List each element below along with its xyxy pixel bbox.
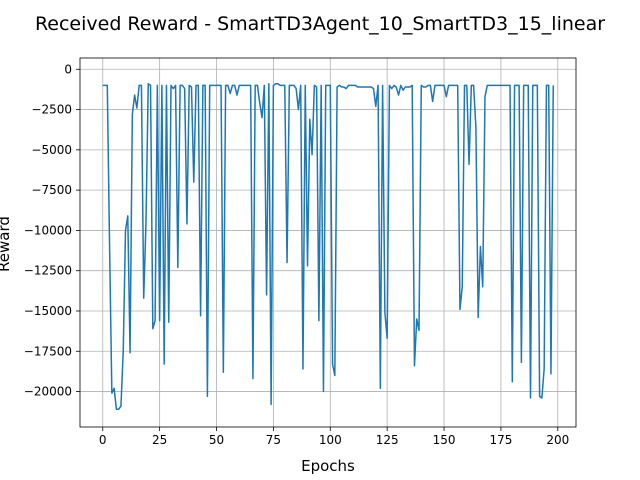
reward-series-line [102,83,554,411]
x-axis-label: Epochs [301,457,355,475]
y-tick-label: −15000 [24,304,72,318]
x-tick-label: 100 [319,433,342,447]
grid-lines [80,58,576,427]
y-tick-label: −20000 [24,385,72,399]
y-tick-label: −7500 [31,183,72,197]
x-tick-label: 150 [433,433,456,447]
x-tick-label: 75 [266,433,281,447]
y-tick-label: −17500 [24,344,72,358]
y-tick-label: 0 [64,62,72,76]
x-tick-label: 0 [99,433,107,447]
x-tick-label: 25 [152,433,167,447]
y-axis-label: Reward [0,216,13,272]
x-tick-label: 200 [546,433,569,447]
data-series-layer [102,83,554,411]
y-tick-label: −5000 [31,143,72,157]
y-tick-label: −10000 [24,223,72,237]
x-tick-label: 50 [209,433,224,447]
chart-title: Received Reward - SmartTD3Agent_10_Smart… [35,13,605,35]
x-tick-label: 125 [376,433,399,447]
x-tick-label: 175 [489,433,512,447]
axis-ticks: 0 25 50 75 100 125 150 175 200 0 −2500 −5000 −7500 −1… [24,62,569,447]
plot-area-frame [79,57,577,428]
y-tick-label: −12500 [24,264,72,278]
y-tick-label: −2500 [31,103,72,117]
